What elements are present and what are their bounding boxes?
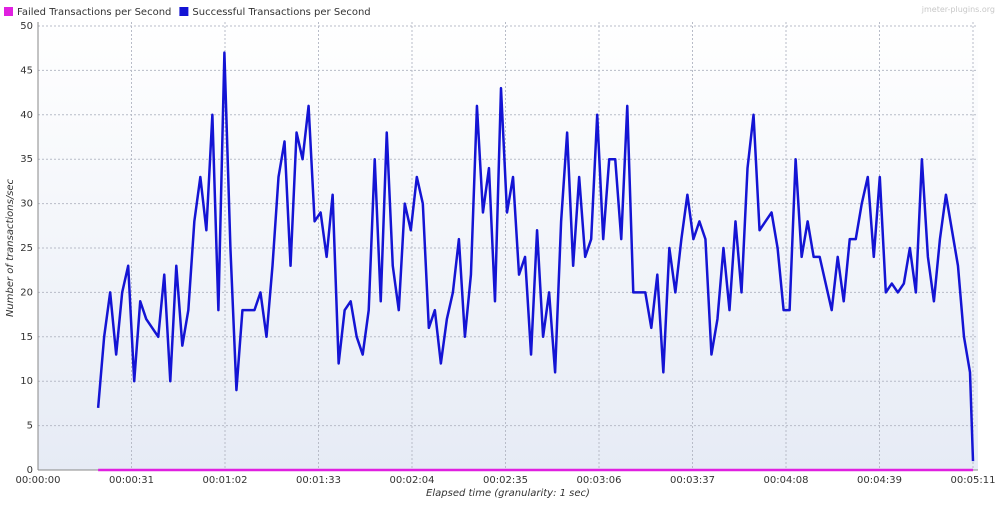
- legend-swatch: [179, 7, 189, 16]
- y-tick-label: 30: [20, 199, 33, 210]
- watermark: jmeter-plugins.org: [921, 5, 995, 14]
- x-tick-label: 00:03:06: [577, 475, 622, 486]
- x-axis-label: Elapsed time (granularity: 1 sec): [426, 488, 590, 499]
- y-tick-label: 15: [20, 332, 33, 343]
- y-tick-label: 0: [27, 465, 33, 476]
- y-tick-label: 50: [20, 21, 33, 32]
- series-line: [96, 51, 975, 462]
- plot-area: [38, 22, 978, 470]
- y-tick-label: 45: [20, 65, 33, 76]
- legend-swatch: [4, 7, 13, 16]
- x-tick-label: 00:00:00: [16, 475, 61, 486]
- x-tick-label: 00:00:31: [109, 475, 154, 486]
- y-tick-label: 20: [20, 287, 33, 298]
- y-tick-label: 10: [20, 376, 33, 387]
- x-tick-label: 00:01:02: [203, 475, 248, 486]
- y-tick-label: 5: [27, 421, 33, 432]
- x-tick-label: 00:05:11: [951, 475, 996, 486]
- y-tick-label: 35: [20, 154, 33, 165]
- x-tick-label: 00:02:04: [390, 475, 435, 486]
- x-tick-label: 00:01:33: [296, 475, 341, 486]
- legend-label: Failed Transactions per Second: [17, 7, 171, 18]
- x-tick-label: 00:04:39: [857, 475, 902, 486]
- x-tick-label: 00:03:37: [670, 475, 715, 486]
- y-axis-label: Number of transactions/sec: [5, 178, 16, 317]
- y-tick-label: 25: [20, 243, 33, 254]
- x-tick-label: 00:02:35: [483, 475, 528, 486]
- y-tick-label: 40: [20, 110, 33, 121]
- legend-label: Successful Transactions per Second: [192, 7, 370, 18]
- x-tick-label: 00:04:08: [764, 475, 809, 486]
